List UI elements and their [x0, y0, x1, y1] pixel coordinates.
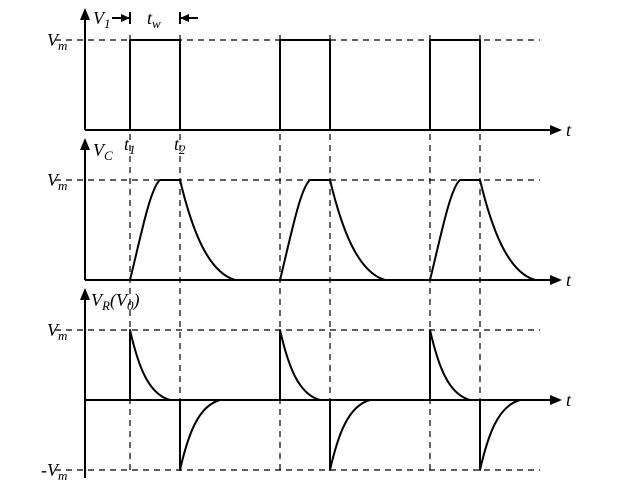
panel1-t-label: t — [566, 120, 572, 140]
panel3-vm-hi-label: Vm — [47, 320, 67, 343]
panel2-t-label: t — [566, 270, 572, 290]
tw-label: tw — [147, 8, 161, 31]
panel3-y-label: VR(V0) — [91, 290, 139, 313]
panel1-y-label: V1 — [93, 8, 111, 31]
panel1-vm-label: Vm — [47, 30, 67, 53]
panel2-vm-label: Vm — [47, 170, 67, 193]
panel3-t-label: t — [566, 390, 572, 410]
panel2-y-label: VC — [93, 140, 113, 163]
panel3-vm-lo-label: -Vm — [41, 460, 67, 483]
